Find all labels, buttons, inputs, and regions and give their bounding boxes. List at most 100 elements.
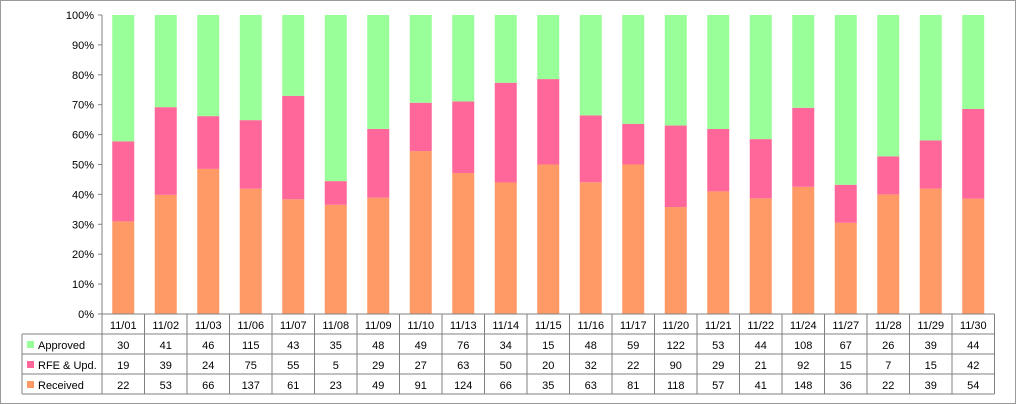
data-label-rfe-upd: 20 bbox=[542, 360, 554, 372]
bar-approved bbox=[962, 15, 985, 109]
bar-received bbox=[239, 188, 262, 314]
bar-approved bbox=[579, 15, 602, 116]
bar-approved bbox=[792, 15, 815, 108]
data-label-approved: 35 bbox=[330, 340, 342, 352]
data-label-received: 39 bbox=[925, 380, 937, 392]
data-label-received: 66 bbox=[500, 380, 512, 392]
data-label-received: 57 bbox=[712, 380, 724, 392]
data-label-rfe-upd: 27 bbox=[415, 360, 427, 372]
bar-rfe-upd bbox=[834, 184, 857, 223]
bar-approved bbox=[877, 15, 900, 157]
x-category-label: 11/22 bbox=[747, 320, 774, 332]
x-category-label: 11/21 bbox=[705, 320, 732, 332]
x-category-label: 11/20 bbox=[662, 320, 689, 332]
data-label-rfe-upd: 42 bbox=[967, 360, 979, 372]
data-label-received: 54 bbox=[967, 380, 979, 392]
data-label-approved: 30 bbox=[117, 340, 129, 352]
bar-rfe-upd bbox=[962, 108, 985, 199]
bar-approved bbox=[409, 15, 432, 103]
bar-approved bbox=[919, 15, 942, 141]
bar-rfe-upd bbox=[919, 140, 942, 189]
bar-received bbox=[622, 164, 645, 314]
bar-approved bbox=[452, 15, 475, 102]
data-label-approved: 115 bbox=[242, 340, 260, 352]
y-tick-label: 40% bbox=[72, 189, 94, 201]
bar-approved bbox=[494, 15, 517, 83]
data-label-approved: 39 bbox=[925, 340, 937, 352]
data-label-received: 41 bbox=[755, 380, 767, 392]
x-category-label: 11/24 bbox=[790, 320, 817, 332]
bar-approved bbox=[324, 15, 347, 182]
data-label-received: 23 bbox=[330, 380, 342, 392]
bar-received bbox=[749, 198, 772, 314]
data-label-received: 22 bbox=[882, 380, 894, 392]
x-category-label: 11/15 bbox=[535, 320, 562, 332]
data-label-approved: 48 bbox=[372, 340, 384, 352]
bar-approved bbox=[749, 15, 772, 140]
data-label-rfe-upd: 5 bbox=[333, 360, 339, 372]
data-label-rfe-upd: 22 bbox=[627, 360, 639, 372]
data-label-rfe-upd: 29 bbox=[712, 360, 724, 372]
x-category-label: 11/17 bbox=[620, 320, 647, 332]
bar-received bbox=[282, 199, 305, 314]
bar-approved bbox=[112, 15, 135, 142]
data-label-rfe-upd: 90 bbox=[670, 360, 682, 372]
data-label-rfe-upd: 55 bbox=[287, 360, 299, 372]
bar-rfe-upd bbox=[707, 129, 730, 192]
bar-received bbox=[579, 182, 602, 314]
legend-label-received: Received bbox=[38, 380, 84, 392]
bar-rfe-upd bbox=[239, 120, 262, 189]
bar-rfe-upd bbox=[664, 125, 687, 208]
bar-rfe-upd bbox=[367, 128, 390, 198]
bar-received bbox=[452, 173, 475, 314]
bar-received bbox=[792, 186, 815, 314]
data-label-rfe-upd: 15 bbox=[925, 360, 937, 372]
data-label-approved: 49 bbox=[415, 340, 427, 352]
data-label-received: 35 bbox=[542, 380, 554, 392]
x-category-label: 11/07 bbox=[280, 320, 307, 332]
x-category-label: 11/06 bbox=[237, 320, 264, 332]
x-category-label: 11/30 bbox=[960, 320, 987, 332]
data-label-received: 36 bbox=[840, 380, 852, 392]
legend-key-received bbox=[27, 381, 34, 388]
data-label-received: 137 bbox=[242, 380, 260, 392]
data-label-received: 81 bbox=[627, 380, 639, 392]
data-label-received: 53 bbox=[160, 380, 172, 392]
bar-rfe-upd bbox=[792, 107, 815, 187]
bar-received bbox=[367, 197, 390, 314]
data-label-approved: 44 bbox=[755, 340, 767, 352]
bar-rfe-upd bbox=[749, 139, 772, 199]
data-label-received: 66 bbox=[202, 380, 214, 392]
bar-rfe-upd bbox=[409, 102, 432, 152]
x-category-label: 11/13 bbox=[450, 320, 477, 332]
bar-received bbox=[537, 164, 560, 314]
data-label-approved: 46 bbox=[202, 340, 214, 352]
bar-rfe-upd bbox=[324, 181, 347, 205]
legend-label-rfe-upd: RFE & Upd. bbox=[38, 360, 97, 372]
bar-approved bbox=[537, 15, 560, 80]
bar-received bbox=[664, 207, 687, 314]
legend-key-rfe-upd bbox=[27, 361, 34, 368]
x-category-label: 11/09 bbox=[365, 320, 392, 332]
data-label-approved: 43 bbox=[287, 340, 299, 352]
bar-received bbox=[409, 151, 432, 314]
data-label-approved: 67 bbox=[840, 340, 852, 352]
data-label-rfe-upd: 24 bbox=[202, 360, 214, 372]
x-category-label: 11/28 bbox=[875, 320, 902, 332]
bar-rfe-upd bbox=[112, 141, 135, 222]
x-category-label: 11/16 bbox=[577, 320, 604, 332]
bar-approved bbox=[367, 15, 390, 129]
y-tick-label: 20% bbox=[72, 249, 94, 261]
bar-rfe-upd bbox=[154, 107, 177, 195]
data-label-rfe-upd: 39 bbox=[160, 360, 172, 372]
data-label-rfe-upd: 63 bbox=[457, 360, 469, 372]
data-label-received: 49 bbox=[372, 380, 384, 392]
bar-received bbox=[834, 222, 857, 314]
x-category-label: 11/08 bbox=[322, 320, 349, 332]
bar-rfe-upd bbox=[877, 156, 900, 195]
bar-approved bbox=[154, 15, 177, 108]
y-tick-label: 70% bbox=[72, 100, 94, 112]
x-category-label: 11/10 bbox=[407, 320, 434, 332]
x-category-label: 11/03 bbox=[195, 320, 222, 332]
